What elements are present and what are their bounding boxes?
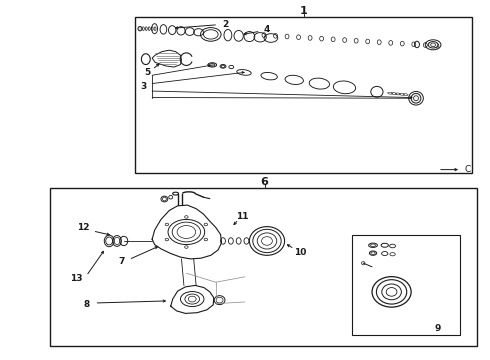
Ellipse shape xyxy=(428,41,438,48)
Text: 7: 7 xyxy=(119,257,125,266)
Text: 9: 9 xyxy=(435,324,441,333)
Bar xyxy=(49,188,477,346)
Text: 5: 5 xyxy=(144,68,150,77)
Text: 10: 10 xyxy=(294,248,306,257)
Bar xyxy=(352,234,460,335)
Ellipse shape xyxy=(138,27,142,31)
Bar xyxy=(135,17,472,173)
Text: 12: 12 xyxy=(77,223,90,232)
Text: 3: 3 xyxy=(140,82,147,91)
Text: 11: 11 xyxy=(236,212,249,221)
Text: 8: 8 xyxy=(83,300,89,309)
Text: 6: 6 xyxy=(261,177,269,187)
Text: C: C xyxy=(464,166,470,175)
Text: 2: 2 xyxy=(222,20,228,29)
Text: 13: 13 xyxy=(70,274,83,283)
Text: 1: 1 xyxy=(300,6,308,17)
Ellipse shape xyxy=(411,93,421,103)
Text: 4: 4 xyxy=(264,25,270,34)
